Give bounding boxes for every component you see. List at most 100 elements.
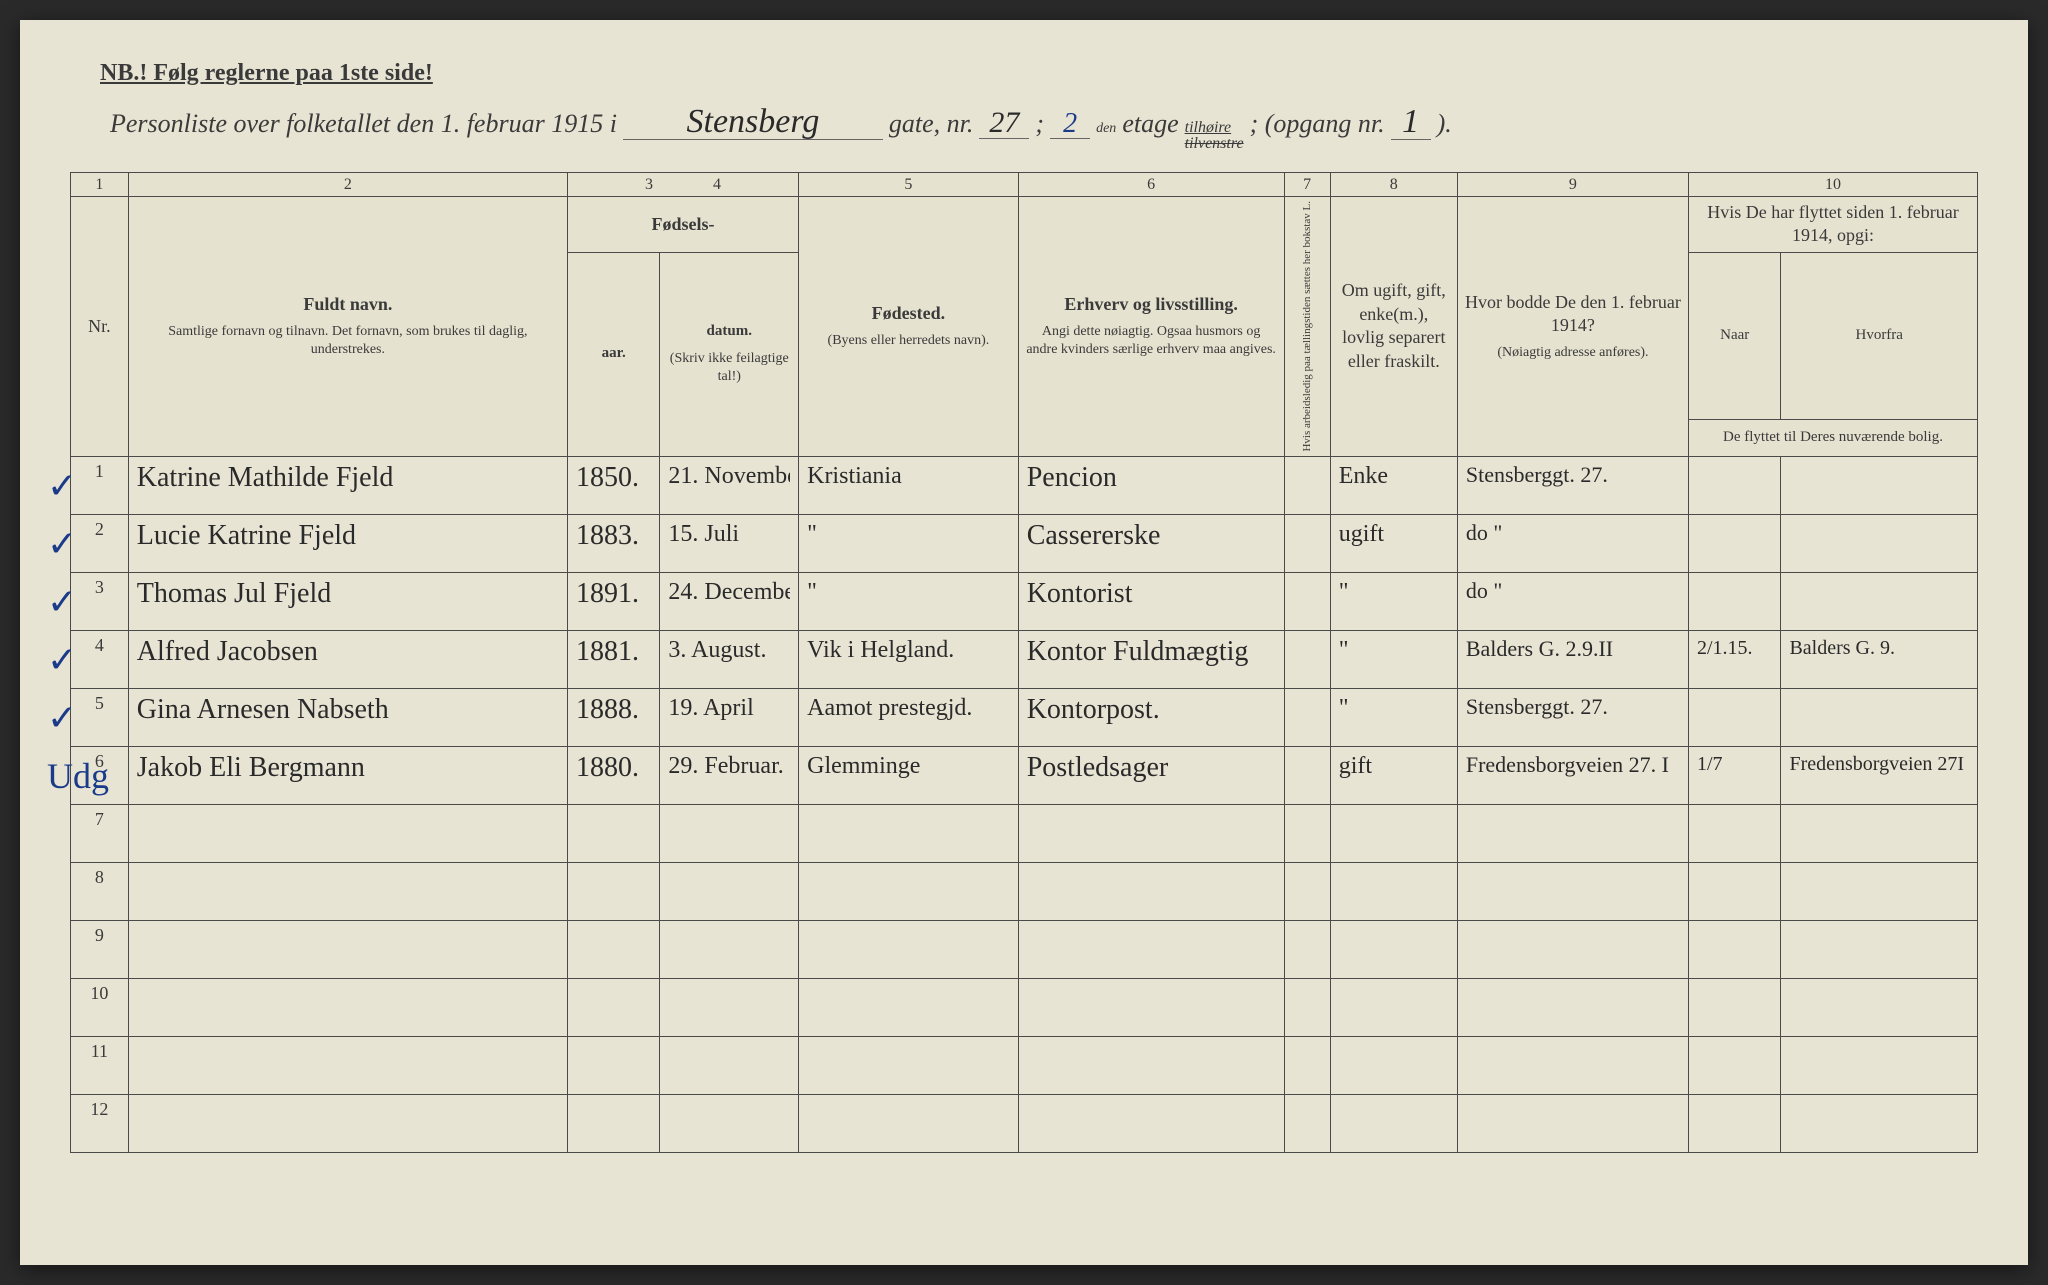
cell-hvorfra: Fredensborgveien 27I bbox=[1781, 746, 1978, 804]
cell-name bbox=[128, 1036, 567, 1094]
cell-place: Vik i Helgland. bbox=[799, 630, 1019, 688]
cell-occ bbox=[1018, 1094, 1284, 1152]
cell-place: " bbox=[799, 572, 1019, 630]
table-row: 9 bbox=[71, 920, 1978, 978]
cell-name bbox=[128, 804, 567, 862]
cell-year bbox=[567, 804, 659, 862]
cell-place bbox=[799, 804, 1019, 862]
cell-civil: " bbox=[1330, 688, 1457, 746]
cell-place bbox=[799, 862, 1019, 920]
census-form: NB.! Følg reglerne paa 1ste side! Person… bbox=[20, 20, 2028, 1265]
etage-label: etage bbox=[1122, 109, 1178, 139]
side-left: tilvenstre bbox=[1185, 136, 1244, 152]
cell-year: 1888. bbox=[567, 688, 659, 746]
name-title: Fuldt navn. bbox=[135, 293, 561, 316]
row-nr: 10 bbox=[71, 978, 129, 1036]
cell-year bbox=[567, 1094, 659, 1152]
cell-hvorfra bbox=[1781, 862, 1978, 920]
cell-prev bbox=[1457, 1094, 1688, 1152]
cell-year: 1850. bbox=[567, 456, 659, 514]
census-table: 1 2 3 4 5 6 7 8 9 10 Nr. Fuldt navn. Sam… bbox=[70, 172, 1978, 1153]
cell-name: Thomas Jul Fjeld bbox=[128, 572, 567, 630]
row-nr: 7 bbox=[71, 804, 129, 862]
floor-suffix: den bbox=[1096, 121, 1116, 137]
semicolon: ; bbox=[1035, 109, 1044, 139]
head-place: Fødested. (Byens eller herredets navn). bbox=[799, 197, 1019, 457]
cell-year: 1881. bbox=[567, 630, 659, 688]
occ-title: Erhverv og livsstilling. bbox=[1025, 293, 1278, 316]
cell-occ: Postledsager bbox=[1018, 746, 1284, 804]
table-row: Udg 6 Jakob Eli Bergmann 1880. 29. Febru… bbox=[71, 746, 1978, 804]
cell-date bbox=[660, 804, 799, 862]
closing-paren: ). bbox=[1437, 109, 1452, 139]
cell-l bbox=[1284, 978, 1330, 1036]
date-label: datum. bbox=[664, 322, 794, 342]
cell-l bbox=[1284, 630, 1330, 688]
cell-l bbox=[1284, 456, 1330, 514]
cell-l bbox=[1284, 572, 1330, 630]
cell-occ bbox=[1018, 920, 1284, 978]
cell-prev: do " bbox=[1457, 572, 1688, 630]
prev-title: Hvor bodde De den 1. februar 1914? bbox=[1464, 291, 1682, 338]
cell-civil: ugift bbox=[1330, 514, 1457, 572]
head-year: aar. bbox=[567, 252, 659, 456]
row-nr: 9 bbox=[71, 920, 129, 978]
cell-hvorfra bbox=[1781, 804, 1978, 862]
cell-civil: " bbox=[1330, 630, 1457, 688]
colnum-34: 3 4 bbox=[567, 173, 798, 197]
cell-prev bbox=[1457, 804, 1688, 862]
col7-text: Hvis arbeidsledig paa tællingstiden sætt… bbox=[1301, 201, 1313, 452]
cell-occ: Pencion bbox=[1018, 456, 1284, 514]
cell-place: Aamot prestegjd. bbox=[799, 688, 1019, 746]
cell-date: 29. Februar. bbox=[660, 746, 799, 804]
cell-prev bbox=[1457, 1036, 1688, 1094]
colnum-9: 9 bbox=[1457, 173, 1688, 197]
header-line: Personliste over folketallet den 1. febr… bbox=[110, 105, 1978, 152]
cell-naar bbox=[1689, 456, 1781, 514]
cell-year bbox=[567, 1036, 659, 1094]
check-mark: ✓ bbox=[47, 465, 77, 507]
cell-l bbox=[1284, 1094, 1330, 1152]
cell-place: Glemminge bbox=[799, 746, 1019, 804]
check-mark: ✓ bbox=[47, 581, 77, 623]
cell-prev bbox=[1457, 862, 1688, 920]
cell-place: " bbox=[799, 514, 1019, 572]
cell-civil bbox=[1330, 920, 1457, 978]
cell-civil bbox=[1330, 978, 1457, 1036]
table-row: 11 bbox=[71, 1036, 1978, 1094]
cell-civil: " bbox=[1330, 572, 1457, 630]
cell-civil: Enke bbox=[1330, 456, 1457, 514]
cell-naar bbox=[1689, 862, 1781, 920]
street-field: Stensberg bbox=[623, 105, 883, 140]
cell-year: 1880. bbox=[567, 746, 659, 804]
cell-place bbox=[799, 1036, 1019, 1094]
fodsels-note: (Skriv ikke feilagtige tal!) bbox=[664, 350, 794, 386]
cell-hvorfra bbox=[1781, 572, 1978, 630]
cell-hvorfra bbox=[1781, 1094, 1978, 1152]
cell-l bbox=[1284, 746, 1330, 804]
table-row: ✓ 1 Katrine Mathilde Fjeld 1850. 21. Nov… bbox=[71, 456, 1978, 514]
cell-naar bbox=[1689, 572, 1781, 630]
row-nr: 12 bbox=[71, 1094, 129, 1152]
cell-year bbox=[567, 920, 659, 978]
cell-name: Jakob Eli Bergmann bbox=[128, 746, 567, 804]
cell-l bbox=[1284, 1036, 1330, 1094]
row-nr: ✓ 5 bbox=[71, 688, 129, 746]
cell-hvorfra: Balders G. 9. bbox=[1781, 630, 1978, 688]
head-naar: Naar bbox=[1689, 252, 1781, 419]
table-row: ✓ 2 Lucie Katrine Fjeld 1883. 15. Juli "… bbox=[71, 514, 1978, 572]
head-l: Hvis arbeidsledig paa tællingstiden sætt… bbox=[1284, 197, 1330, 457]
cell-name bbox=[128, 1094, 567, 1152]
cell-place bbox=[799, 1094, 1019, 1152]
cell-prev bbox=[1457, 978, 1688, 1036]
cell-hvorfra bbox=[1781, 1036, 1978, 1094]
place-sub: (Byens eller herredets navn). bbox=[805, 332, 1012, 350]
cell-naar bbox=[1689, 804, 1781, 862]
cell-l bbox=[1284, 862, 1330, 920]
cell-prev: Balders G. 2.9.II bbox=[1457, 630, 1688, 688]
cell-naar bbox=[1689, 1094, 1781, 1152]
row-nr: 11 bbox=[71, 1036, 129, 1094]
house-nr: 27 bbox=[979, 108, 1029, 139]
head-name: Fuldt navn. Samtlige fornavn og tilnavn.… bbox=[128, 197, 567, 457]
cell-year: 1883. bbox=[567, 514, 659, 572]
